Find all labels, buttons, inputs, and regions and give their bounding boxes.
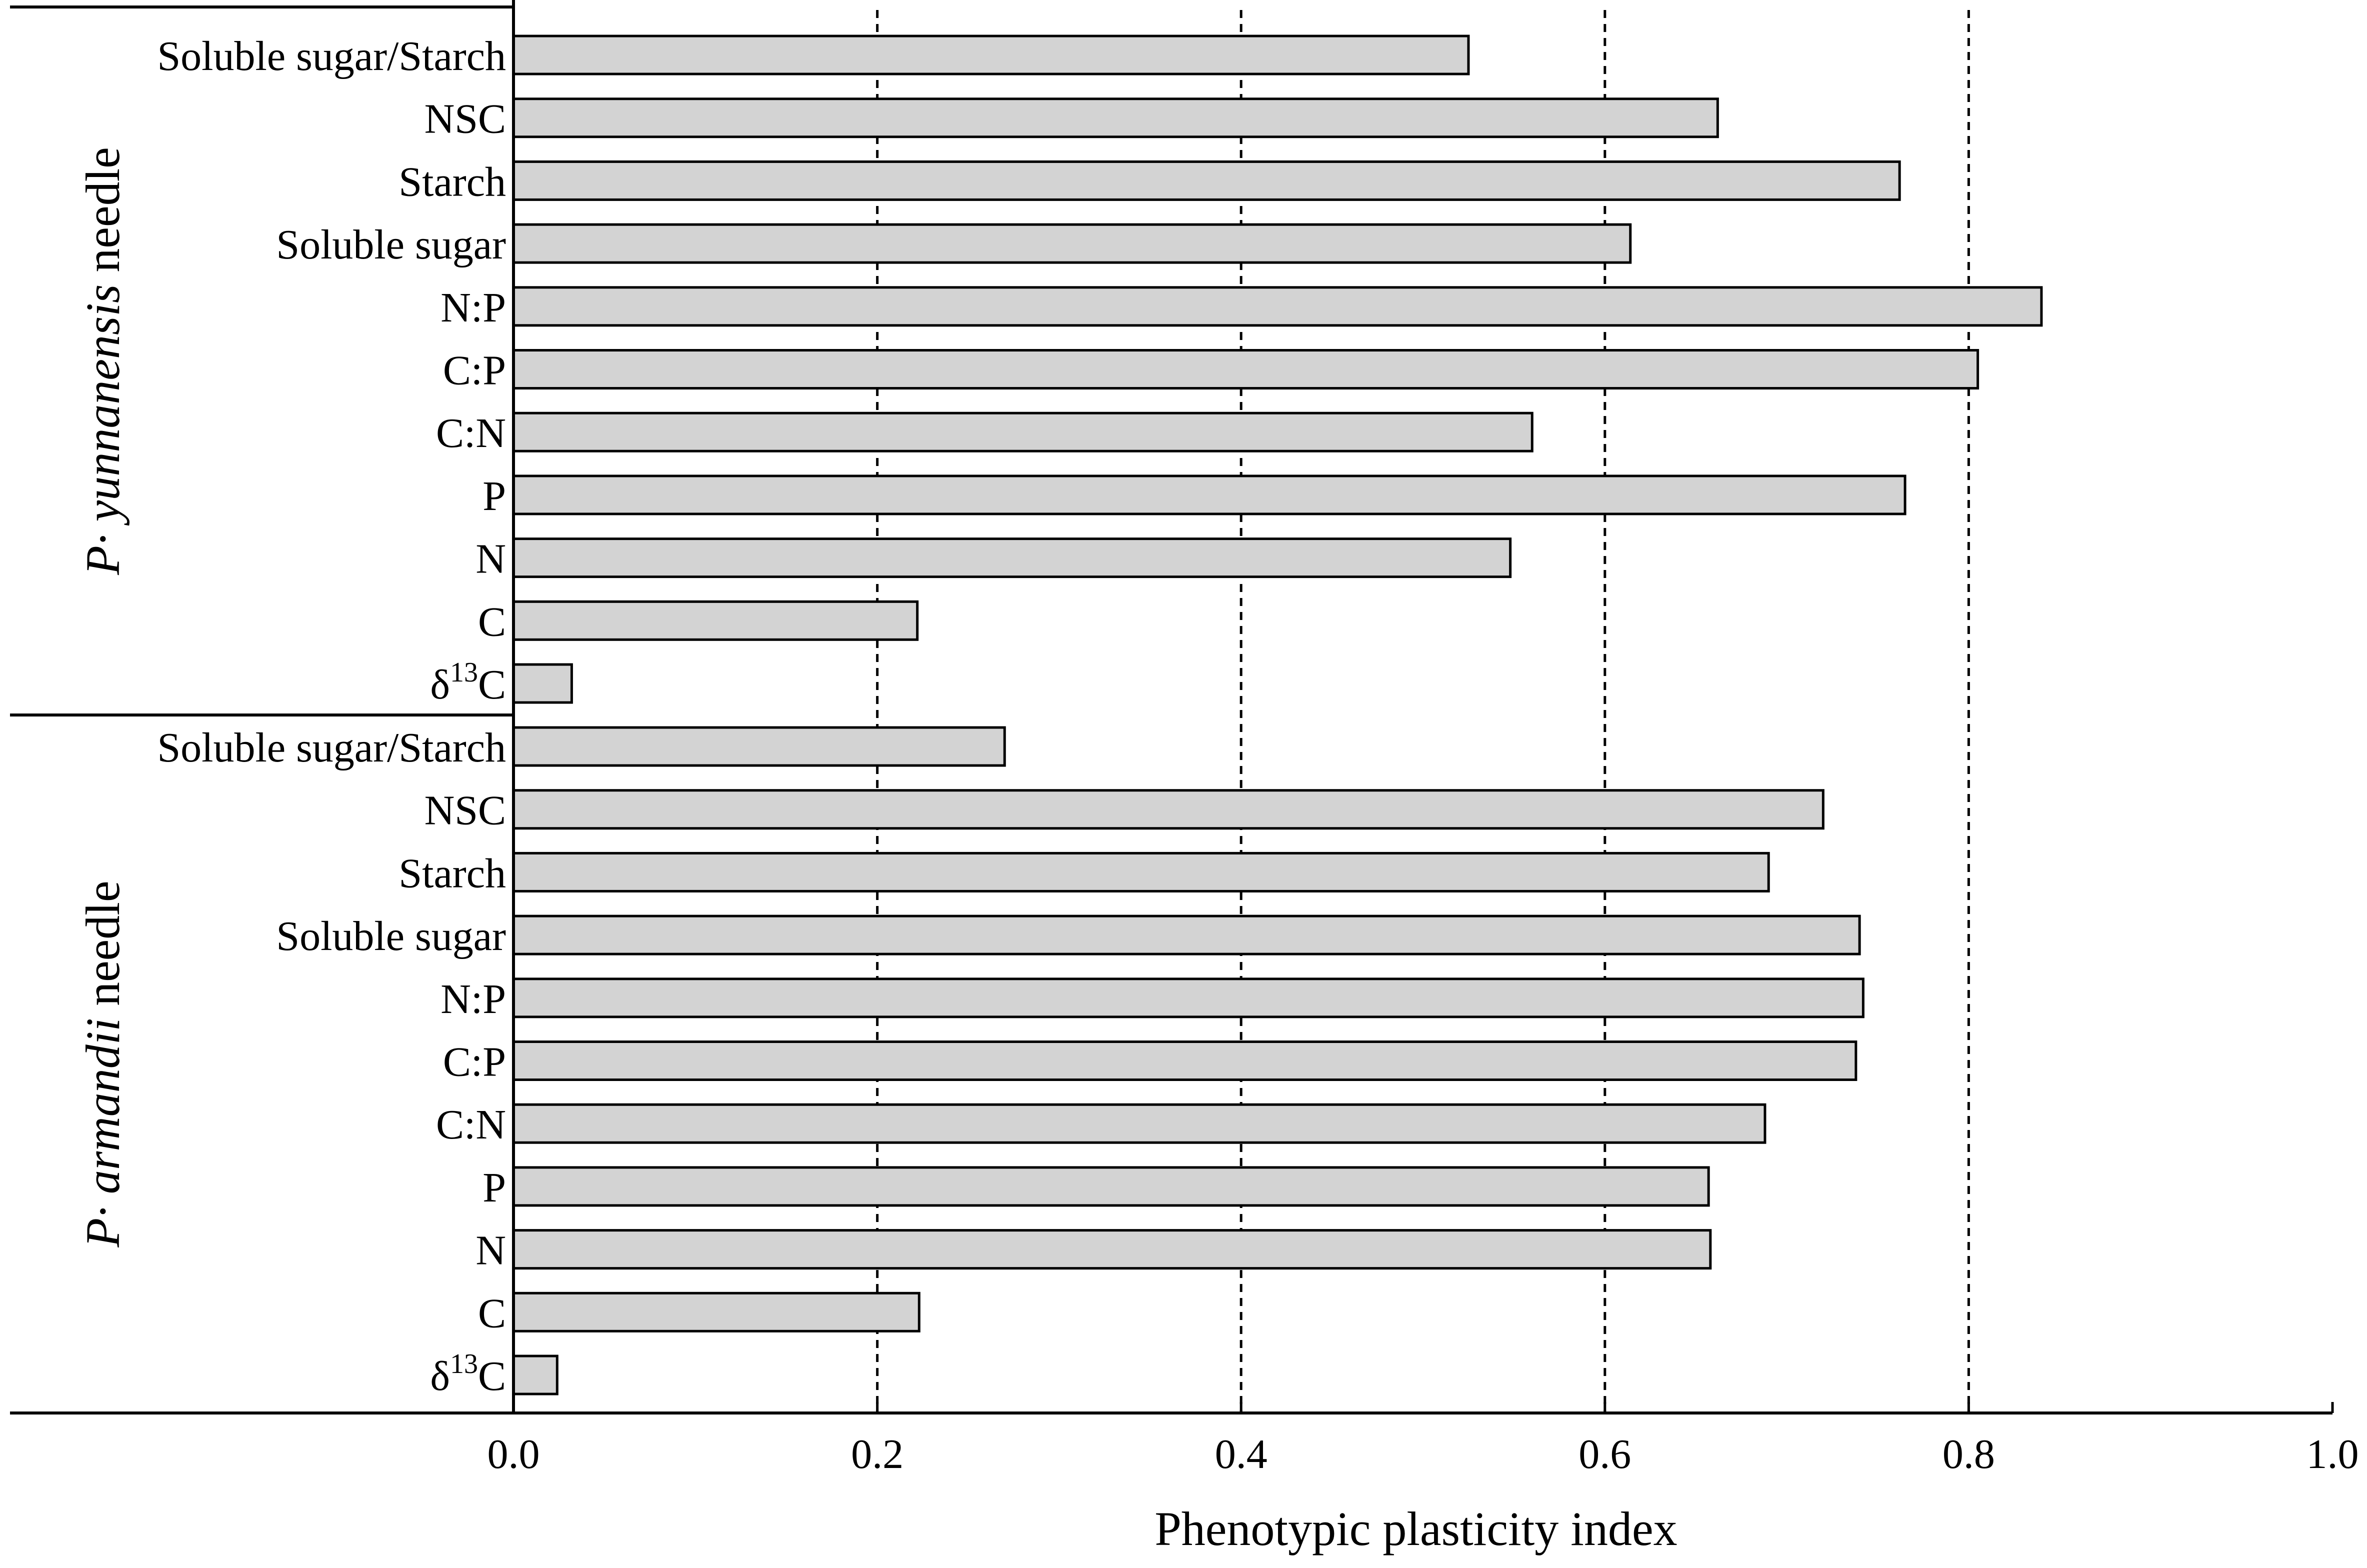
category-label: NSC bbox=[424, 96, 506, 142]
bar bbox=[512, 789, 1824, 830]
category-labels: Soluble sugar/Starch NSC Starch Soluble sug… bbox=[157, 33, 506, 1400]
category-label: P bbox=[482, 1164, 506, 1211]
x-tick-label: 0.8 bbox=[1942, 1431, 1995, 1478]
bar bbox=[512, 1354, 558, 1396]
bar bbox=[512, 538, 1512, 578]
bar bbox=[512, 223, 1632, 264]
bars bbox=[512, 34, 2043, 1396]
category-label: Soluble sugar/Starch bbox=[157, 33, 506, 80]
bar bbox=[512, 852, 1770, 892]
x-axis-title: Phenotypic plasticity index bbox=[1154, 1502, 1677, 1556]
category-label: N:P bbox=[440, 284, 506, 331]
bar bbox=[512, 1229, 1712, 1270]
bar bbox=[512, 286, 2043, 327]
category-label: C:P bbox=[443, 1039, 506, 1086]
x-tick-label: 1.0 bbox=[2306, 1431, 2359, 1478]
bar bbox=[512, 98, 1719, 138]
axes: 0.0 0.2 0.4 0.6 0.8 1.0 bbox=[10, 0, 2359, 1478]
bar bbox=[512, 914, 1861, 956]
bar bbox=[512, 1166, 1710, 1207]
category-label: C bbox=[478, 1290, 506, 1336]
bar bbox=[512, 349, 1980, 390]
bar bbox=[512, 663, 573, 704]
group-titles: P· yunnanensis needle P· armandii needle bbox=[76, 147, 130, 1248]
x-tick-label: 0.0 bbox=[488, 1431, 540, 1478]
bar bbox=[512, 978, 1864, 1018]
category-label: C:N bbox=[436, 410, 506, 456]
category-label: NSC bbox=[424, 788, 506, 834]
category-label: Soluble sugar/Starch bbox=[157, 724, 506, 771]
group-title: P· yunnanensis needle bbox=[76, 147, 130, 576]
category-label: P bbox=[482, 473, 506, 520]
bar bbox=[512, 412, 1534, 452]
bar bbox=[512, 726, 1006, 767]
bar bbox=[512, 1040, 1858, 1081]
x-tick-label: 0.4 bbox=[1215, 1431, 1268, 1478]
category-label: δ13C bbox=[430, 1348, 506, 1400]
category-label: C:P bbox=[443, 348, 506, 394]
group-title: P· armandii needle bbox=[76, 880, 130, 1248]
category-label: N bbox=[476, 1228, 506, 1274]
category-label: Starch bbox=[398, 850, 506, 896]
category-label: N:P bbox=[440, 976, 506, 1022]
category-label: C:N bbox=[436, 1102, 506, 1148]
category-label: δ13C bbox=[430, 657, 506, 708]
bar bbox=[512, 600, 919, 641]
x-tick-label: 0.6 bbox=[1578, 1431, 1631, 1478]
bar bbox=[512, 474, 1906, 516]
bar bbox=[512, 1103, 1766, 1144]
bar bbox=[512, 1292, 920, 1332]
category-label: Soluble sugar bbox=[276, 222, 506, 268]
category-label: Soluble sugar bbox=[276, 913, 506, 960]
x-tick-label: 0.2 bbox=[851, 1431, 904, 1478]
category-label: C bbox=[478, 598, 506, 645]
category-label: N bbox=[476, 536, 506, 582]
bar bbox=[512, 34, 1470, 76]
bar bbox=[512, 160, 1901, 201]
category-label: Starch bbox=[398, 158, 506, 205]
